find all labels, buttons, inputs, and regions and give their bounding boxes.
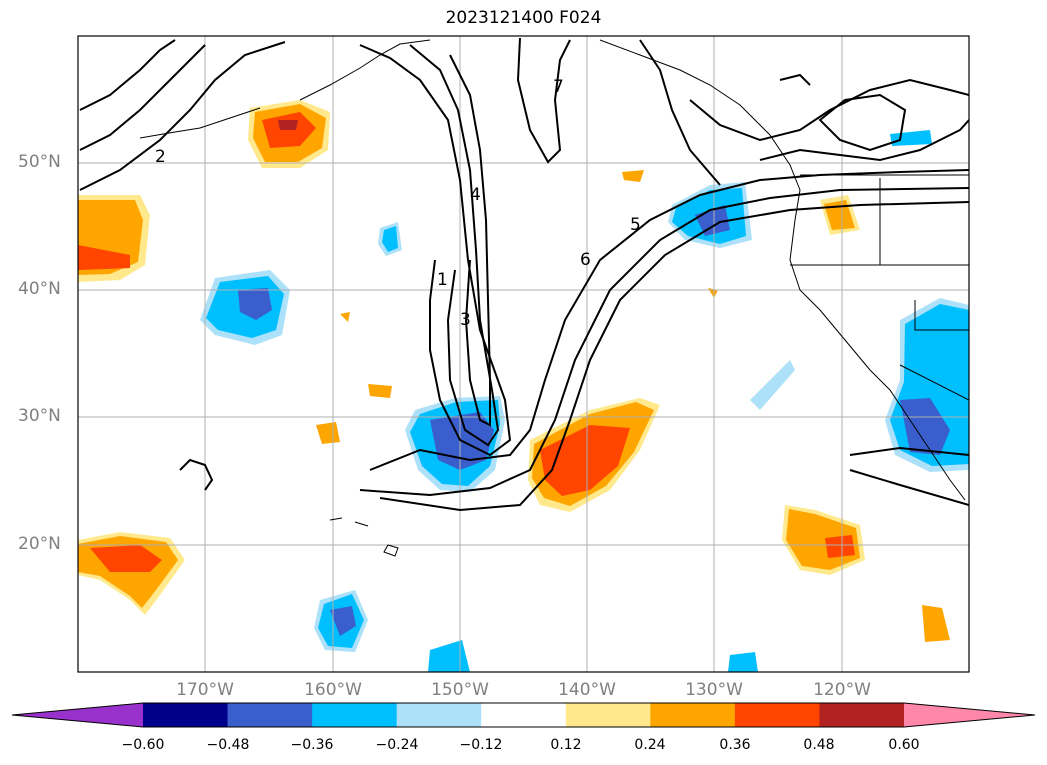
colorbar-tick-6: 0.24: [634, 737, 666, 753]
colorbar-tick-0: −0.60: [121, 737, 165, 753]
colorbar-extend-high: [904, 703, 1035, 727]
colorbar-tick-8: 0.48: [803, 737, 835, 753]
colorbar-segment-1: [227, 703, 313, 727]
contour-label-1: 1: [437, 270, 448, 290]
colorbar-segment-4: [481, 703, 567, 727]
colorbar-segment-5: [565, 703, 651, 727]
lon-tick-170w: 170°W: [176, 680, 234, 700]
colorbar-segment-6: [650, 703, 736, 727]
colorbar-tick-5: 0.12: [550, 737, 582, 753]
plot-background: [78, 36, 969, 672]
colorbar-tick-4: −0.12: [459, 737, 503, 753]
colorbar-segment-8: [819, 703, 905, 727]
colorbar-segment-2: [312, 703, 398, 727]
lon-tick-150w: 150°W: [431, 680, 489, 700]
lat-tick-50n: 50°N: [18, 152, 61, 172]
colorbar-extend-low: [12, 703, 143, 727]
colorbar-tick-1: −0.48: [206, 737, 250, 753]
lon-tick-120w: 120°W: [813, 680, 871, 700]
colorbar-segments: [11, 702, 1036, 728]
colorbar-outline: [11, 702, 1036, 728]
contour-lines: [79, 37, 969, 512]
lon-tick-130w: 130°W: [685, 680, 743, 700]
colorbar-tick-3: −0.24: [375, 737, 419, 753]
contour-labels: 1 2 3 4 5 6 7: [155, 77, 641, 330]
colorbar-segment-3: [396, 703, 482, 727]
graticule: [78, 36, 969, 672]
lat-tick-20n: 20°N: [18, 534, 61, 554]
lon-tick-160w: 160°W: [304, 680, 362, 700]
colorbar-segment-7: [734, 703, 820, 727]
coastlines: [139, 39, 969, 557]
lat-tick-30n: 30°N: [18, 406, 61, 426]
contour-label-5: 5: [630, 215, 641, 235]
map-figure: 1 2 3 4 5 6 7: [77, 35, 970, 673]
colorbar-tick-9: 0.60: [888, 737, 920, 753]
colorbar-tick-7: 0.36: [719, 737, 751, 753]
colorbar-tick-2: −0.36: [290, 737, 334, 753]
contour-label-4: 4: [470, 185, 481, 205]
contour-label-7: 7: [553, 77, 564, 97]
contour-label-6: 6: [580, 250, 591, 270]
shaded-anomalies: [78, 100, 969, 672]
contour-label-3: 3: [460, 310, 471, 330]
contour-label-2: 2: [155, 147, 166, 167]
lon-tick-140w: 140°W: [558, 680, 616, 700]
map-title: 2023121400 F024: [445, 8, 602, 28]
colorbar-segment-0: [143, 703, 229, 727]
lat-tick-40n: 40°N: [18, 279, 61, 299]
plot-frame: [77, 35, 970, 673]
